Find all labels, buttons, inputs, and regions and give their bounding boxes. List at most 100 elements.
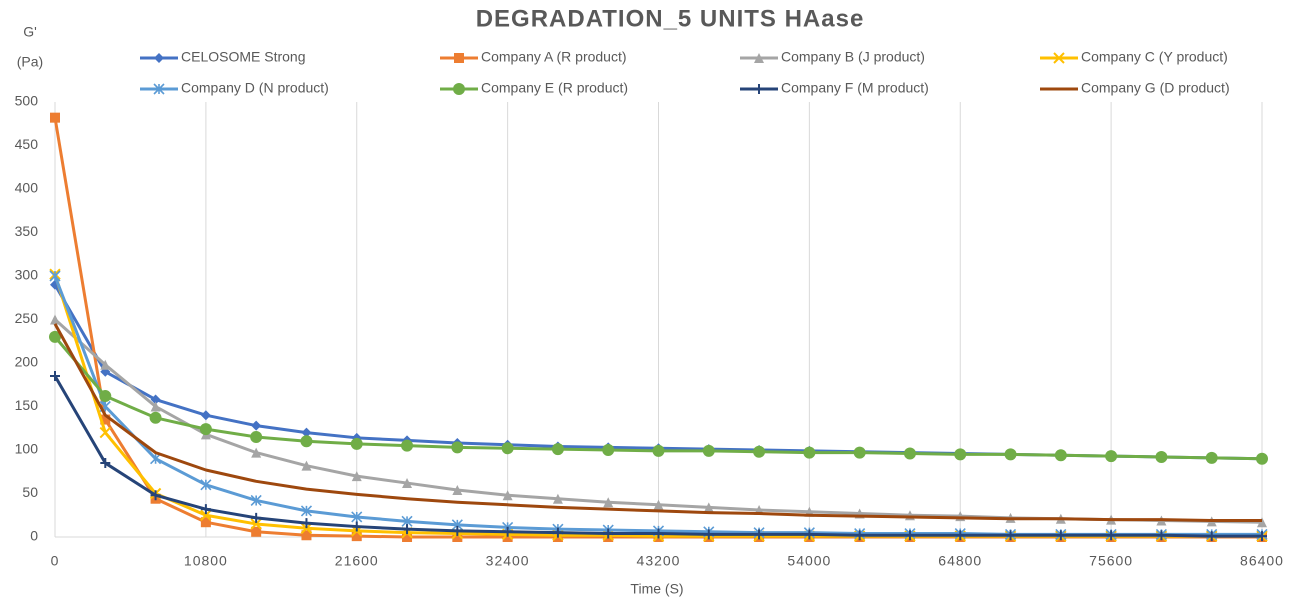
- y-tick-label: 150: [15, 397, 39, 413]
- marker: [251, 512, 262, 523]
- marker: [1156, 530, 1167, 541]
- x-tick-label: 21600: [335, 553, 379, 569]
- marker: [150, 401, 161, 412]
- marker: [502, 532, 513, 542]
- marker: [300, 522, 313, 535]
- marker: [402, 524, 413, 535]
- y-tick-label: 100: [15, 441, 39, 457]
- marker: [351, 471, 362, 482]
- marker: [49, 270, 61, 282]
- marker: [150, 490, 161, 501]
- marker: [251, 526, 262, 537]
- marker: [702, 444, 715, 457]
- marker: [903, 447, 916, 460]
- marker: [1257, 517, 1267, 528]
- marker: [301, 427, 312, 438]
- marker: [301, 460, 312, 471]
- marker: [452, 485, 463, 496]
- marker: [200, 509, 212, 521]
- marker: [250, 518, 262, 530]
- marker: [904, 530, 915, 541]
- marker: [1205, 451, 1218, 464]
- marker: [50, 112, 60, 123]
- legend-label: Company C (Y product): [1081, 49, 1228, 65]
- x-tick-label: 64800: [938, 553, 982, 569]
- x-tick-label: 0: [51, 553, 60, 569]
- marker: [1054, 449, 1067, 462]
- marker: [401, 439, 414, 452]
- y-tick-label: 0: [30, 528, 38, 544]
- marker: [300, 435, 313, 448]
- y-tick-label: 300: [15, 267, 39, 283]
- x-tick-label: 43200: [637, 553, 681, 569]
- y-tick-label: 50: [22, 484, 38, 500]
- x-tick-label: 54000: [787, 553, 831, 569]
- marker: [402, 532, 413, 542]
- marker: [200, 517, 211, 528]
- marker: [1105, 450, 1118, 463]
- marker: [501, 442, 514, 455]
- marker: [1106, 530, 1117, 541]
- marker: [452, 532, 463, 542]
- marker: [653, 528, 664, 539]
- marker: [954, 448, 967, 461]
- y-axis-label: G': [23, 24, 37, 40]
- marker: [453, 83, 465, 95]
- marker: [200, 479, 212, 491]
- marker: [955, 530, 966, 541]
- legend-label: Company A (R product): [481, 49, 627, 65]
- y-tick-label: 200: [15, 354, 39, 370]
- marker: [652, 444, 665, 457]
- marker: [100, 458, 111, 469]
- marker: [653, 499, 664, 510]
- marker: [153, 83, 165, 95]
- y-tick-label: 250: [15, 310, 39, 326]
- legend-item: Company A (R product): [440, 49, 627, 65]
- marker: [451, 441, 464, 454]
- marker: [100, 359, 111, 370]
- marker: [251, 420, 262, 431]
- y-tick-label: 500: [15, 93, 39, 109]
- legend-label: CELOSOME Strong: [181, 49, 306, 65]
- legend-item: CELOSOME Strong: [140, 49, 306, 65]
- x-tick-label: 75600: [1089, 553, 1133, 569]
- legend-label: Company F (M product): [781, 80, 929, 96]
- x-tick-label: 32400: [486, 553, 530, 569]
- legend-label: Company D (N product): [181, 80, 329, 96]
- marker: [1256, 452, 1268, 465]
- marker: [454, 53, 464, 63]
- marker: [350, 437, 363, 450]
- y-tick-label: 350: [15, 223, 39, 239]
- marker: [49, 330, 61, 343]
- marker: [551, 443, 564, 456]
- marker: [1055, 530, 1066, 541]
- marker: [99, 390, 112, 403]
- marker: [154, 53, 164, 63]
- marker: [100, 414, 111, 425]
- marker: [603, 528, 614, 539]
- legend-item: Company C (Y product): [1040, 49, 1228, 65]
- marker: [603, 497, 614, 508]
- marker: [250, 430, 263, 443]
- marker: [351, 511, 363, 523]
- x-tick-label: 10800: [184, 553, 228, 569]
- marker: [502, 526, 513, 537]
- marker: [149, 411, 162, 424]
- marker: [552, 493, 563, 504]
- marker: [301, 530, 312, 541]
- marker: [754, 529, 765, 540]
- marker: [1155, 450, 1168, 463]
- legend-item: Company F (M product): [740, 80, 929, 96]
- chart-title: DEGRADATION_5 UNITS HAase: [476, 5, 865, 32]
- marker: [99, 426, 111, 439]
- marker: [753, 445, 766, 458]
- marker: [552, 527, 563, 538]
- marker: [200, 504, 211, 515]
- y-axis-label: (Pa): [17, 54, 43, 70]
- marker: [351, 521, 362, 532]
- marker: [854, 530, 865, 541]
- marker: [804, 529, 815, 540]
- marker: [351, 531, 362, 542]
- marker: [803, 446, 816, 459]
